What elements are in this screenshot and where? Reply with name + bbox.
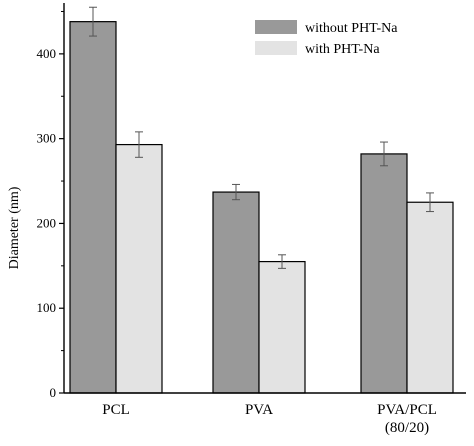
x-category-label: PVA (245, 402, 273, 418)
error-bars-group (89, 6, 434, 269)
y-tick-label: 300 (37, 131, 57, 146)
y-axis-label: Diameter (nm) (7, 186, 22, 269)
bar-with-0 (115, 143, 163, 394)
legend-swatch-0 (255, 20, 297, 34)
bar-without-2 (360, 153, 408, 394)
axes-group (63, 3, 466, 394)
bar-with-1 (258, 260, 306, 394)
bar-with-2 (406, 201, 454, 394)
x-category-label: PCL (102, 402, 130, 418)
y-tick-label: 400 (37, 46, 57, 61)
bar-without-1 (212, 191, 260, 394)
y-ticks-group: 0 100 200 300 400 (37, 10, 64, 400)
x-category-labels: PCL PVA PVA/PCL (80/20) (102, 402, 437, 436)
y-tick-label: 200 (37, 215, 57, 230)
bar-without-0 (69, 21, 117, 394)
legend-label-1: with PHT-Na (305, 42, 380, 57)
bars-group (69, 21, 454, 394)
x-category-label: PVA/PCL (377, 402, 437, 418)
legend-label-0: without PHT-Na (305, 21, 398, 36)
legend-swatch-1 (255, 41, 297, 55)
y-tick-label: 0 (50, 385, 57, 400)
legend: without PHT-Na with PHT-Na (255, 20, 398, 57)
y-tick-label: 100 (37, 300, 57, 315)
x-category-label: (80/20) (385, 420, 429, 436)
